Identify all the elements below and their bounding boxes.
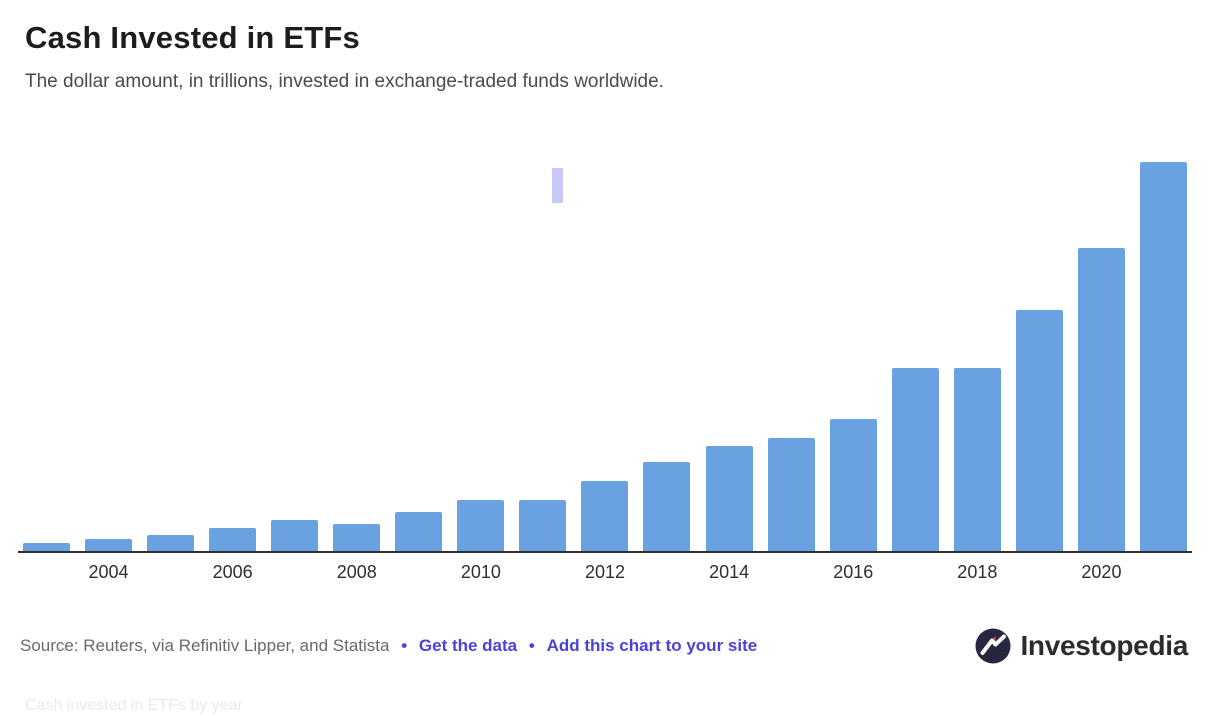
bar-2008 <box>333 524 381 551</box>
bar-2019 <box>1015 310 1063 551</box>
add-chart-to-site-link[interactable]: Add this chart to your site <box>546 636 758 655</box>
bullet-separator: • <box>401 636 408 655</box>
x-axis: 2004 2006 2008 2010 2012 2014 2016 2018 2020 <box>18 553 1192 587</box>
bar-2010 <box>457 500 505 551</box>
x-tick-2010: 2010 <box>460 562 501 582</box>
bar-2016 <box>829 419 877 551</box>
investopedia-logo-text: Investopedia <box>1020 630 1188 661</box>
x-tick-2020: 2020 <box>1081 562 1122 582</box>
chart-footer: Source: Reuters, via Refinitiv Lipper, a… <box>20 627 1188 665</box>
clipped-bottom-caption: Cash invested in ETFs by year <box>25 697 243 714</box>
bar-2004 <box>85 539 133 551</box>
x-tick-2004: 2004 <box>88 562 129 582</box>
x-tick-2018: 2018 <box>957 562 998 582</box>
source-line: Source: Reuters, via Refinitiv Lipper, a… <box>20 636 757 656</box>
bar-2003 <box>23 543 70 551</box>
x-tick-2016: 2016 <box>833 562 874 582</box>
get-the-data-link[interactable]: Get the data <box>418 636 518 655</box>
bar-2014 <box>705 446 753 551</box>
selection-highlight-artifact <box>552 168 563 203</box>
source-text: Source: Reuters, via Refinitiv Lipper, a… <box>20 636 390 655</box>
chart-subtitle: The dollar amount, in trillions, investe… <box>25 71 664 92</box>
bar-2020 <box>1077 248 1125 551</box>
chart-card: Cash Invested in ETFs The dollar amount,… <box>0 20 1210 714</box>
x-tick-2008: 2008 <box>336 562 377 582</box>
investopedia-logo[interactable]: Investopedia <box>974 627 1188 665</box>
bar-2011 <box>519 500 567 551</box>
bar-2018 <box>953 368 1001 551</box>
bar-2009 <box>395 512 443 551</box>
bar-2021 <box>1139 162 1187 551</box>
chart-title: Cash Invested in ETFs <box>25 20 360 55</box>
plot-area <box>18 162 1192 553</box>
x-tick-2012: 2012 <box>584 562 626 582</box>
bar-2006 <box>209 528 257 551</box>
x-tick-2006: 2006 <box>212 562 253 582</box>
bar-2017 <box>891 368 939 551</box>
bar-chart: 2004 2006 2008 2010 2012 2014 2016 2018 2020 <box>18 162 1192 587</box>
x-tick-2014: 2014 <box>709 562 750 582</box>
bar-2012 <box>581 481 629 551</box>
bullet-separator: • <box>528 636 535 655</box>
bar-2007 <box>271 520 319 551</box>
investopedia-logo-icon <box>975 628 1011 664</box>
bar-2013 <box>643 462 691 551</box>
bar-2015 <box>767 438 815 551</box>
bar-2005 <box>147 535 195 551</box>
